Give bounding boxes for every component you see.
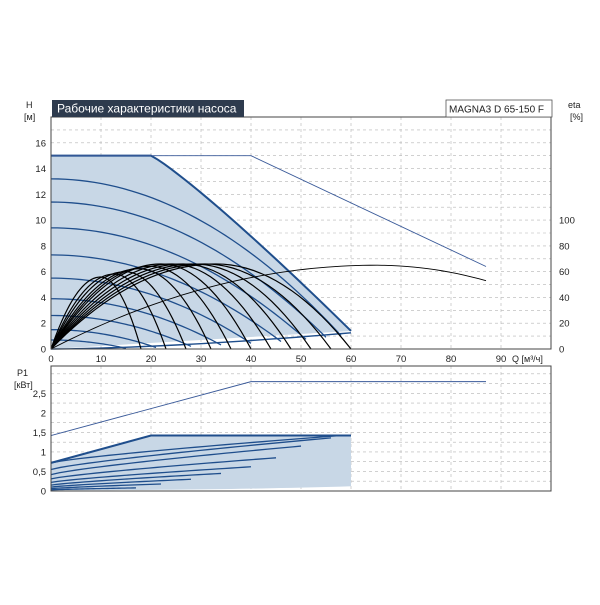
power-curve-0 — [50, 434, 342, 464]
x-tick-label: 70 — [396, 354, 407, 365]
x-tick-label: 50 — [296, 354, 307, 365]
y-tick-label-h: 0 — [41, 345, 46, 356]
eta-curve-6 — [50, 263, 272, 350]
y-tick-label-p1: 1,5 — [33, 428, 46, 439]
y-tick-label-p1: 1 — [41, 447, 46, 458]
bottom-plot-frame — [50, 365, 552, 492]
y2-axis-unit-eta: [%] — [570, 112, 583, 122]
head-curve-2 — [50, 227, 307, 340]
y-axis-label-p1: P1 — [17, 368, 28, 378]
x-tick-label: 0 — [48, 354, 53, 365]
y-axis-unit-p1: [кВт] — [14, 380, 33, 390]
x-tick-label: 20 — [146, 354, 157, 365]
curve-layer — [50, 154, 487, 491]
power-envelope-outline — [50, 434, 351, 464]
head-envelope-lower-edge — [50, 332, 352, 350]
head-curve-8 — [51, 339, 127, 349]
y-axis-label-h: H — [26, 100, 33, 110]
title-background — [52, 100, 244, 117]
x-tick-label: 80 — [446, 354, 457, 365]
x-tick-label: 90 — [496, 354, 507, 365]
power-curve-8 — [50, 487, 137, 491]
power-curve-1 — [50, 437, 332, 471]
grid-layer — [51, 117, 551, 491]
y-tick-label-h: 6 — [41, 267, 46, 278]
extended-power-line — [50, 381, 486, 436]
head-curve-0 — [50, 178, 342, 336]
extended-head-line — [51, 155, 487, 267]
power-curve-7 — [50, 483, 162, 490]
eta-curve-1 — [50, 273, 167, 350]
y2-tick-label-eta: 100 — [559, 216, 575, 227]
power-curve-4 — [50, 466, 252, 484]
label-layer: Рабочие характеристики насоса MAGNA3 D 6… — [14, 99, 583, 498]
top-plot-frame — [50, 116, 552, 350]
y2-tick-label-eta: 40 — [559, 293, 570, 304]
x-axis-label: Q [м³/ч] — [512, 354, 543, 364]
y2-tick-label-eta: 80 — [559, 241, 570, 252]
head-curve-1 — [50, 201, 327, 338]
model-box — [445, 99, 553, 118]
y-tick-label-p1: 2 — [41, 408, 46, 419]
power-curve-2 — [50, 445, 302, 476]
eta-curve-0 — [50, 276, 142, 350]
eta-curve-10 — [50, 263, 352, 350]
y2-tick-label-eta: 0 — [559, 345, 564, 356]
y-tick-label-h: 14 — [35, 164, 46, 175]
eta-curve-9 — [50, 263, 332, 350]
y-tick-label-h: 16 — [35, 138, 46, 149]
eta-curve-2 — [50, 271, 187, 350]
y2-axis-label-eta: eta — [568, 100, 581, 110]
chart-title: Рабочие характеристики насоса — [57, 102, 237, 116]
eta-curve-5 — [50, 263, 252, 350]
eta-curve-7 — [50, 263, 292, 350]
y-tick-label-h: 4 — [41, 293, 46, 304]
y-tick-label-h: 12 — [35, 190, 46, 201]
y2-tick-label-eta: 20 — [559, 319, 570, 330]
model-label: MAGNA3 D 65-150 F — [449, 105, 544, 116]
y-axis-unit-h: [м] — [24, 112, 35, 122]
head-curve-5 — [50, 298, 222, 346]
extended-eta-line — [50, 264, 487, 350]
head-envelope-outline — [51, 154, 352, 332]
y-tick-label-p1: 0 — [41, 487, 46, 498]
x-tick-label: 60 — [346, 354, 357, 365]
frame-layer — [50, 116, 552, 492]
eta-curve-8 — [50, 263, 312, 350]
x-tick-label: 30 — [196, 354, 207, 365]
power-curve-3 — [50, 457, 277, 480]
y-tick-label-h: 8 — [41, 241, 46, 252]
power-curve-6 — [50, 478, 192, 488]
head-envelope-fill — [51, 155, 351, 349]
x-tick-label: 10 — [96, 354, 107, 365]
head-curve-3 — [50, 254, 282, 342]
power-curve-5 — [50, 472, 222, 486]
y2-tick-label-eta: 60 — [559, 267, 570, 278]
y-tick-label-h: 2 — [41, 319, 46, 330]
x-tick-label: 40 — [246, 354, 257, 365]
y-tick-label-p1: 2,5 — [33, 389, 46, 400]
y-tick-label-p1: 0,5 — [33, 467, 46, 478]
y-tick-label-h: 10 — [35, 216, 46, 227]
